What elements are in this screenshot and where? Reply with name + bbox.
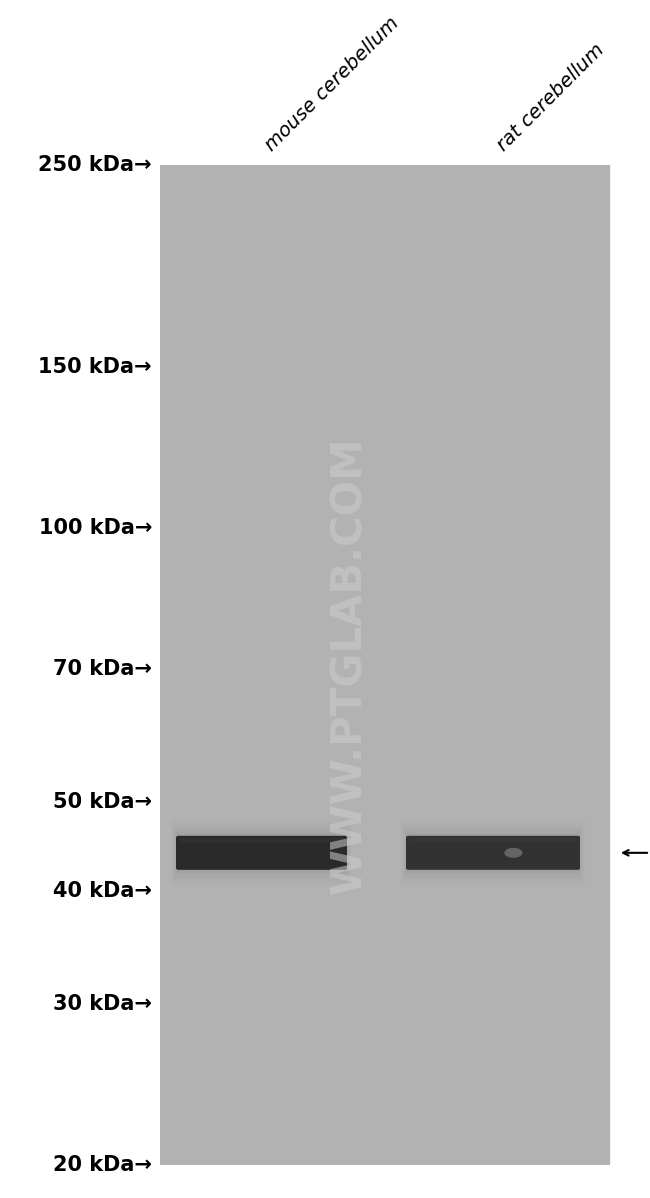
Bar (194, 165, 206, 1164)
Bar (171, 821, 352, 885)
Bar (174, 828, 349, 878)
Bar (407, 835, 579, 870)
Bar (430, 165, 442, 1164)
Bar (171, 165, 183, 1164)
FancyBboxPatch shape (406, 836, 580, 870)
Bar (543, 165, 554, 1164)
Text: 150 kDa→: 150 kDa→ (38, 357, 152, 377)
Bar (175, 830, 348, 876)
Text: 30 kDa→: 30 kDa→ (53, 994, 152, 1015)
Bar (295, 165, 307, 1164)
Bar (329, 165, 341, 1164)
Bar (216, 165, 229, 1164)
Bar (168, 812, 355, 893)
Bar (410, 837, 576, 842)
Bar (205, 165, 217, 1164)
Bar (227, 165, 240, 1164)
Bar (403, 825, 583, 881)
Bar (180, 837, 343, 842)
Bar (170, 818, 353, 888)
Bar (475, 165, 488, 1164)
Bar (172, 823, 351, 883)
Bar (408, 165, 420, 1164)
Bar (441, 165, 454, 1164)
Bar (554, 165, 566, 1164)
Bar (176, 833, 347, 873)
FancyBboxPatch shape (176, 836, 347, 870)
Bar (396, 165, 408, 1164)
Bar (272, 165, 285, 1164)
Bar (588, 165, 600, 1164)
Bar (599, 165, 611, 1164)
Bar (520, 165, 532, 1164)
Text: 250 kDa→: 250 kDa→ (38, 155, 152, 175)
Bar (452, 165, 465, 1164)
Bar (577, 165, 588, 1164)
Bar (402, 823, 584, 883)
Text: 70 kDa→: 70 kDa→ (53, 659, 152, 679)
Bar (463, 165, 476, 1164)
Bar (160, 165, 610, 1164)
Bar (565, 165, 577, 1164)
Bar (486, 165, 499, 1164)
Bar (239, 165, 251, 1164)
Bar (306, 165, 318, 1164)
Bar (374, 165, 386, 1164)
Bar (406, 833, 580, 873)
Bar (160, 165, 172, 1164)
Bar (531, 165, 543, 1164)
Ellipse shape (504, 848, 523, 858)
Bar (399, 816, 587, 890)
Bar (169, 816, 354, 890)
Bar (284, 165, 296, 1164)
Bar (400, 818, 586, 888)
Text: rat cerebellum: rat cerebellum (493, 41, 608, 155)
Bar (183, 165, 195, 1164)
Bar (497, 165, 510, 1164)
Bar (250, 165, 262, 1164)
Bar (404, 828, 582, 878)
Bar (363, 165, 375, 1164)
Text: 20 kDa→: 20 kDa→ (53, 1155, 152, 1175)
Bar (340, 165, 352, 1164)
Bar (261, 165, 274, 1164)
Bar (398, 812, 588, 893)
Bar (405, 830, 581, 876)
Text: WWW.PTGLAB.COM: WWW.PTGLAB.COM (328, 436, 370, 894)
Text: 40 kDa→: 40 kDa→ (53, 881, 152, 901)
Text: mouse cerebellum: mouse cerebellum (261, 13, 403, 155)
Bar (419, 165, 431, 1164)
Bar (351, 165, 363, 1164)
Bar (177, 835, 346, 870)
Bar (401, 821, 585, 885)
Text: 100 kDa→: 100 kDa→ (38, 518, 152, 538)
Bar (509, 165, 521, 1164)
Bar (173, 825, 350, 881)
Text: 50 kDa→: 50 kDa→ (53, 792, 152, 812)
Bar (385, 165, 397, 1164)
Bar (317, 165, 330, 1164)
